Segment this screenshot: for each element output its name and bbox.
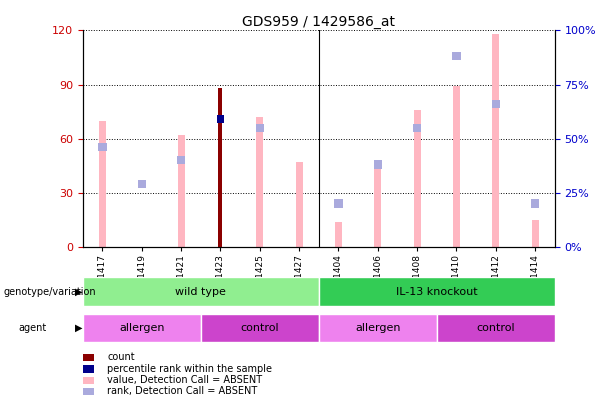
Bar xyxy=(531,199,539,207)
Bar xyxy=(218,88,223,247)
Bar xyxy=(334,199,343,207)
Bar xyxy=(319,314,436,342)
Bar xyxy=(453,86,460,247)
Bar xyxy=(374,162,381,247)
Title: GDS959 / 1429586_at: GDS959 / 1429586_at xyxy=(242,15,395,29)
Text: agent: agent xyxy=(18,323,47,333)
Bar xyxy=(295,162,303,247)
Bar xyxy=(99,121,106,247)
Bar xyxy=(492,100,500,108)
Bar xyxy=(335,222,342,247)
Bar xyxy=(177,156,185,164)
Bar xyxy=(178,135,185,247)
Bar xyxy=(83,314,201,342)
Bar xyxy=(83,277,319,306)
Bar xyxy=(217,115,224,123)
Text: IL-13 knockout: IL-13 knockout xyxy=(396,287,478,296)
Bar xyxy=(531,220,539,247)
Text: count: count xyxy=(107,352,135,362)
Text: value, Detection Call = ABSENT: value, Detection Call = ABSENT xyxy=(107,375,262,385)
Bar xyxy=(256,117,264,247)
Text: control: control xyxy=(476,323,515,333)
Bar xyxy=(373,160,382,168)
Bar xyxy=(414,110,421,247)
Bar xyxy=(98,143,107,151)
Bar xyxy=(256,124,264,132)
Text: ▶: ▶ xyxy=(75,287,82,296)
Bar xyxy=(137,180,146,188)
Bar xyxy=(413,124,421,132)
Text: genotype/variation: genotype/variation xyxy=(3,287,96,296)
Bar xyxy=(492,34,500,247)
Text: ▶: ▶ xyxy=(75,323,82,333)
Text: allergen: allergen xyxy=(119,323,164,333)
Bar xyxy=(319,277,555,306)
Text: wild type: wild type xyxy=(175,287,226,296)
Text: control: control xyxy=(240,323,279,333)
Bar xyxy=(201,314,319,342)
Bar xyxy=(436,314,555,342)
Bar xyxy=(452,52,461,60)
Text: rank, Detection Call = ABSENT: rank, Detection Call = ABSENT xyxy=(107,386,257,396)
Text: percentile rank within the sample: percentile rank within the sample xyxy=(107,364,272,373)
Text: allergen: allergen xyxy=(355,323,400,333)
